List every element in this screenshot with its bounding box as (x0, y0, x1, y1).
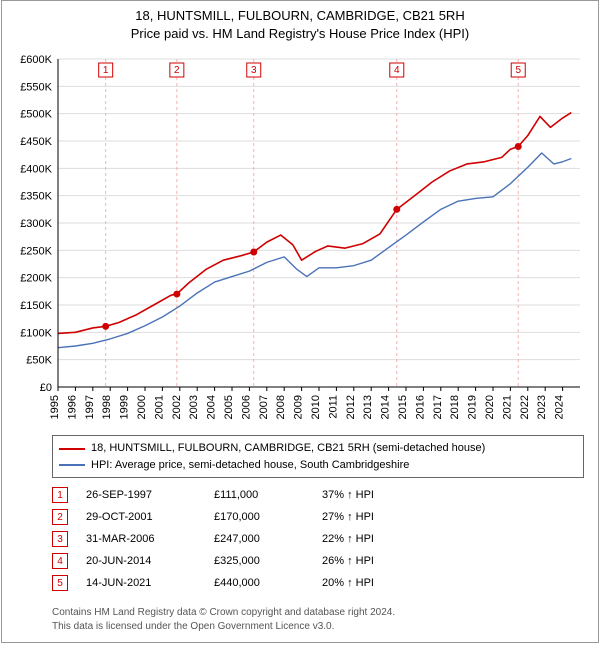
svg-text:£100K: £100K (20, 328, 52, 340)
svg-text:£550K: £550K (20, 82, 52, 94)
legend-label: HPI: Average price, semi-detached house,… (91, 457, 409, 474)
svg-text:2012: 2012 (345, 395, 357, 419)
svg-text:1995: 1995 (49, 395, 61, 419)
svg-text:1999: 1999 (119, 395, 131, 419)
svg-text:2006: 2006 (240, 395, 252, 419)
svg-text:2022: 2022 (519, 395, 531, 419)
svg-text:£600K: £600K (20, 54, 52, 66)
sale-pct: 26% ↑ HPI (322, 555, 432, 567)
svg-text:£450K: £450K (20, 136, 52, 148)
sale-row: 1 26-SEP-1997 £111,000 37% ↑ HPI (52, 484, 584, 506)
sale-date: 20-JUN-2014 (86, 555, 196, 567)
svg-text:2008: 2008 (275, 395, 287, 419)
svg-text:4: 4 (394, 66, 400, 77)
sale-marker: 3 (52, 531, 68, 547)
svg-text:1996: 1996 (66, 395, 78, 419)
svg-text:1997: 1997 (84, 395, 96, 419)
svg-text:£350K: £350K (20, 191, 52, 203)
sale-date: 29-OCT-2001 (86, 511, 196, 523)
title-address: 18, HUNTSMILL, FULBOURN, CAMBRIDGE, CB21… (6, 7, 594, 25)
sale-marker: 2 (52, 509, 68, 525)
svg-text:£400K: £400K (20, 164, 52, 176)
svg-text:2009: 2009 (293, 395, 305, 419)
svg-text:2: 2 (174, 66, 180, 77)
sale-row: 2 29-OCT-2001 £170,000 27% ↑ HPI (52, 506, 584, 528)
svg-text:2011: 2011 (327, 395, 339, 419)
sale-date: 14-JUN-2021 (86, 577, 196, 589)
legend-swatch (59, 448, 85, 450)
svg-text:2014: 2014 (380, 395, 392, 419)
footer-line2: This data is licensed under the Open Gov… (52, 620, 584, 634)
sale-marker: 1 (52, 487, 68, 503)
svg-text:£150K: £150K (20, 300, 52, 312)
svg-text:2023: 2023 (536, 395, 548, 419)
legend-item: 18, HUNTSMILL, FULBOURN, CAMBRIDGE, CB21… (59, 440, 577, 457)
legend-item: HPI: Average price, semi-detached house,… (59, 457, 577, 474)
svg-text:1: 1 (103, 66, 109, 77)
sale-row: 5 14-JUN-2021 £440,000 20% ↑ HPI (52, 572, 584, 594)
legend-label: 18, HUNTSMILL, FULBOURN, CAMBRIDGE, CB21… (91, 440, 485, 457)
svg-text:£300K: £300K (20, 218, 52, 230)
sale-pct: 22% ↑ HPI (322, 533, 432, 545)
sale-row: 3 31-MAR-2006 £247,000 22% ↑ HPI (52, 528, 584, 550)
sale-price: £170,000 (214, 511, 304, 523)
svg-text:2018: 2018 (449, 395, 461, 419)
legend-swatch (59, 464, 85, 466)
svg-text:5: 5 (515, 66, 521, 77)
svg-text:2007: 2007 (258, 395, 270, 419)
sale-price: £325,000 (214, 555, 304, 567)
sale-marker: 4 (52, 553, 68, 569)
svg-text:1998: 1998 (101, 395, 113, 419)
legend: 18, HUNTSMILL, FULBOURN, CAMBRIDGE, CB21… (52, 435, 584, 478)
footer: Contains HM Land Registry data © Crown c… (52, 600, 584, 634)
svg-text:2019: 2019 (467, 395, 479, 419)
svg-text:2013: 2013 (362, 395, 374, 419)
svg-text:2024: 2024 (554, 395, 566, 419)
svg-text:£50K: £50K (26, 355, 52, 367)
svg-text:£200K: £200K (20, 273, 52, 285)
sale-date: 31-MAR-2006 (86, 533, 196, 545)
chart: £0 £50K £100K £150K £200K £250K £300K £350K £400… (10, 49, 590, 429)
svg-text:£0: £0 (40, 382, 52, 394)
svg-text:2010: 2010 (310, 395, 322, 419)
svg-text:2016: 2016 (414, 395, 426, 419)
svg-text:£500K: £500K (20, 109, 52, 121)
report-container: 18, HUNTSMILL, FULBOURN, CAMBRIDGE, CB21… (1, 0, 599, 643)
svg-text:2004: 2004 (206, 395, 218, 419)
svg-text:2002: 2002 (171, 395, 183, 419)
svg-text:2000: 2000 (136, 395, 148, 419)
sales-table: 1 26-SEP-1997 £111,000 37% ↑ HPI 2 29-OCT-200… (52, 484, 584, 594)
sale-date: 26-SEP-1997 (86, 489, 196, 501)
svg-text:£250K: £250K (20, 246, 52, 258)
svg-text:2015: 2015 (397, 395, 409, 419)
chart-svg: £0 £50K £100K £150K £200K £250K £300K £350K £400… (10, 49, 590, 429)
title-subtitle: Price paid vs. HM Land Registry's House … (6, 25, 594, 43)
sale-pct: 37% ↑ HPI (322, 489, 432, 501)
svg-text:3: 3 (251, 66, 257, 77)
sale-row: 4 20-JUN-2014 £325,000 26% ↑ HPI (52, 550, 584, 572)
svg-text:2017: 2017 (432, 395, 444, 419)
sale-price: £440,000 (214, 577, 304, 589)
sale-pct: 27% ↑ HPI (322, 511, 432, 523)
sale-pct: 20% ↑ HPI (322, 577, 432, 589)
svg-text:2001: 2001 (153, 395, 165, 419)
svg-text:2021: 2021 (501, 395, 513, 419)
sale-price: £111,000 (214, 489, 304, 501)
sale-price: £247,000 (214, 533, 304, 545)
title-block: 18, HUNTSMILL, FULBOURN, CAMBRIDGE, CB21… (2, 1, 598, 45)
footer-line1: Contains HM Land Registry data © Crown c… (52, 606, 584, 620)
svg-text:2003: 2003 (188, 395, 200, 419)
svg-text:2005: 2005 (223, 395, 235, 419)
svg-text:2020: 2020 (484, 395, 496, 419)
sale-marker: 5 (52, 575, 68, 591)
